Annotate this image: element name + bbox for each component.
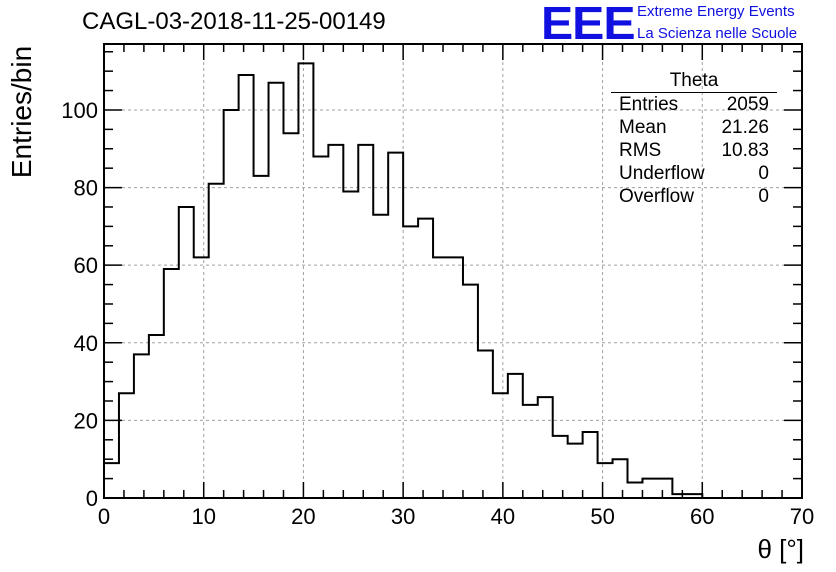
x-tick-label: 70 — [790, 504, 814, 529]
y-axis-label: Entries/bin — [6, 45, 37, 179]
plot-frame — [103, 43, 803, 499]
stats-value: 2059 — [726, 94, 769, 115]
x-tick-label: 10 — [191, 504, 215, 529]
stats-row: Overflow 0 — [611, 185, 777, 208]
stats-label: RMS — [619, 140, 662, 161]
y-tick-label: 60 — [74, 253, 98, 278]
x-tick-label: 30 — [391, 504, 415, 529]
logo-line-1: Extreme Energy Events — [637, 3, 795, 20]
stats-label: Entries — [619, 94, 679, 115]
x-tick-label: 50 — [590, 504, 614, 529]
stats-label: Mean — [619, 117, 667, 138]
stats-label: Underflow — [619, 163, 705, 184]
x-axis-label: θ [°] — [757, 534, 804, 564]
eee-logo: EEE — [541, 0, 636, 49]
y-tick-label: 40 — [74, 331, 98, 356]
stats-row: Entries 2059 — [611, 93, 777, 116]
x-tick-label: 0 — [98, 504, 110, 529]
x-tick-label: 20 — [291, 504, 315, 529]
x-tick-label: 60 — [690, 504, 714, 529]
histogram-line — [104, 62, 802, 499]
y-tick-label: 20 — [74, 408, 98, 433]
stats-label: Overflow — [619, 186, 694, 207]
x-tick-label: 40 — [491, 504, 515, 529]
y-tick-label: 80 — [74, 176, 98, 201]
y-tick-label: 0 — [86, 486, 98, 511]
x-tick-labels: 0 10 20 30 40 50 60 70 — [98, 504, 814, 529]
axis-ticks — [103, 44, 803, 499]
stats-row: Underflow 0 — [611, 162, 777, 185]
stats-value: 0 — [758, 163, 769, 184]
chart-title: CAGL-03-2018-11-25-00149 — [82, 8, 386, 35]
stats-row: RMS 10.83 — [611, 139, 777, 162]
stats-value: 10.83 — [721, 140, 769, 161]
stats-row: Mean 21.26 — [611, 116, 777, 139]
y-tick-label: 100 — [61, 98, 98, 123]
stats-value: 21.26 — [721, 117, 769, 138]
grid-lines — [104, 44, 802, 498]
y-tick-labels: 0 20 40 60 80 100 — [61, 98, 98, 511]
stats-value: 0 — [758, 186, 769, 207]
stats-box: Theta Entries 2059 Mean 21.26 RMS 10.83 … — [611, 70, 777, 208]
logo-line-2: La Scienza nelle Scuole — [637, 25, 798, 42]
stats-title: Theta — [611, 70, 777, 93]
